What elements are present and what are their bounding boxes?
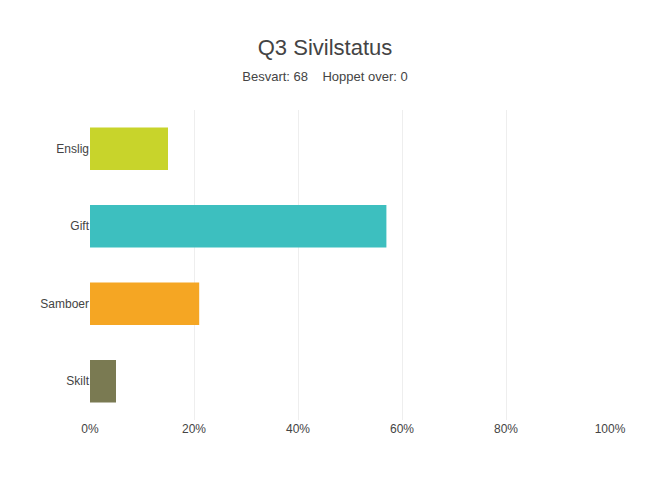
- svg-text:60%: 60%: [390, 422, 414, 436]
- svg-text:Samboer: Samboer: [40, 297, 89, 311]
- svg-text:80%: 80%: [494, 422, 518, 436]
- svg-text:Q3 Sivilstatus: Q3 Sivilstatus: [258, 35, 393, 60]
- svg-text:Gift: Gift: [70, 219, 89, 233]
- svg-text:Enslig: Enslig: [56, 142, 89, 156]
- svg-text:40%: 40%: [286, 422, 310, 436]
- svg-text:Besvart: 68 Hoppet over: 0: Besvart: 68 Hoppet over: 0: [242, 69, 407, 84]
- svg-text:0%: 0%: [81, 422, 99, 436]
- svg-text:20%: 20%: [182, 422, 206, 436]
- svg-text:Skilt: Skilt: [66, 374, 89, 388]
- svg-text:100%: 100%: [595, 422, 626, 436]
